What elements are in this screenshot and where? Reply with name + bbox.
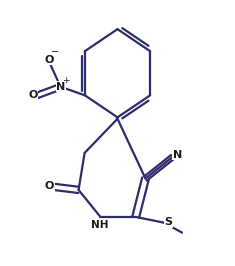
Text: −: −	[51, 47, 59, 57]
Text: +: +	[62, 76, 70, 85]
Text: N: N	[173, 150, 182, 160]
Text: NH: NH	[91, 220, 109, 230]
Text: O: O	[45, 181, 54, 192]
Text: O: O	[45, 55, 54, 65]
Text: S: S	[164, 217, 172, 227]
Text: O: O	[28, 90, 38, 100]
Text: N: N	[56, 82, 66, 92]
